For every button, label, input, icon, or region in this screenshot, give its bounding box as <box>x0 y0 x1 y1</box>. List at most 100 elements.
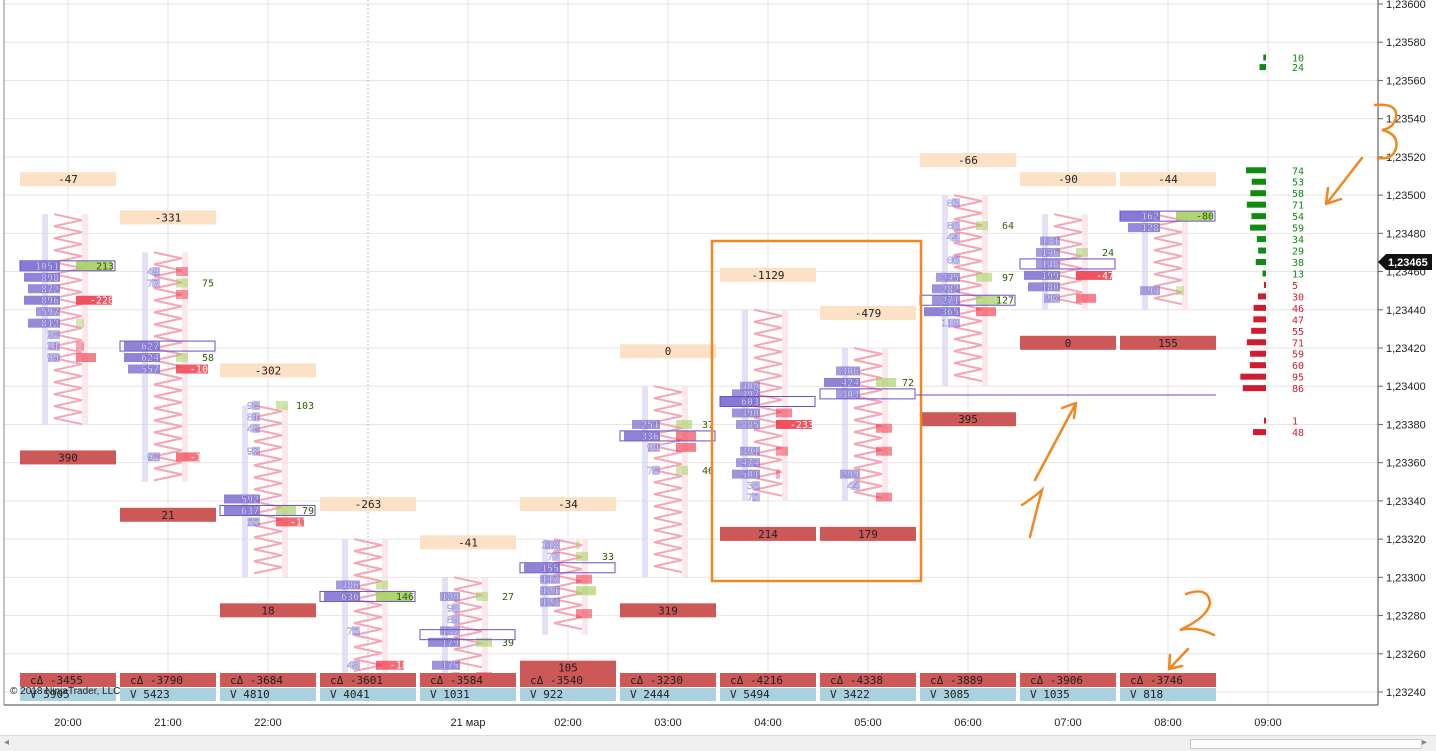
bid-volume-bar <box>36 307 60 317</box>
bid-value: 306 <box>841 366 859 377</box>
zigzag-trace <box>253 404 283 575</box>
ask-volume-bar <box>876 423 892 433</box>
bid-value: 271 <box>941 296 959 307</box>
scroll-right-icon[interactable]: ▸ <box>1422 737 1428 748</box>
bid-value: 180 <box>1041 282 1059 293</box>
bid-value: 603 <box>741 397 759 408</box>
ask-value: -233 <box>790 420 814 431</box>
bid-value: 872 <box>41 284 59 295</box>
profile-value: 46 <box>1292 304 1304 315</box>
bid-value: 303 <box>841 389 859 400</box>
time-tick-label: 09:00 <box>1254 717 1282 729</box>
volume-label: V 1031 <box>430 688 470 701</box>
top-delta-box <box>520 497 616 512</box>
profile-value: 1 <box>1292 417 1298 428</box>
bid-volume-bar <box>1044 293 1060 303</box>
bid-value: 898 <box>41 273 59 284</box>
scroll-left-icon[interactable]: ◂ <box>4 737 10 748</box>
bid-value: 42 <box>247 424 259 435</box>
zigzag-trace <box>653 385 683 574</box>
profile-value: 74 <box>1292 166 1304 177</box>
bid-value: 77 <box>547 552 559 563</box>
top-delta-box <box>620 344 716 359</box>
bid-volume-bar <box>1036 259 1060 269</box>
profile-bar <box>1258 247 1266 254</box>
profile-value: 54 <box>1292 212 1304 223</box>
price-tick-label: 1,23440 <box>1386 305 1426 317</box>
highlight-box <box>710 239 923 583</box>
profile-value: 59 <box>1292 350 1304 361</box>
time-tick-label: 21 мар <box>450 717 485 729</box>
ask-volume-bar <box>76 353 96 363</box>
profile-bar <box>1263 54 1266 61</box>
profile-bar <box>1242 385 1266 392</box>
bid-volume-bar <box>452 614 460 624</box>
ask-volume-bar <box>376 660 404 670</box>
bid-value: 97 <box>147 452 159 463</box>
profile-value: 13 <box>1292 269 1304 280</box>
bid-volume-bar <box>952 198 960 208</box>
bid-value: 123 <box>541 598 559 609</box>
bid-value: 77 <box>147 279 159 290</box>
cum-delta-box <box>420 673 516 687</box>
ask-volume-bar <box>576 540 580 550</box>
volume-box <box>520 688 616 701</box>
horizontal-scrollbar[interactable]: ◂ ▸ <box>0 735 1436 751</box>
ask-shadow <box>682 386 688 578</box>
top-delta-box <box>720 267 816 282</box>
bid-volume-bar <box>152 278 160 288</box>
ask-volume-bar <box>376 591 412 601</box>
bottom-delta-label: 0 <box>1065 337 1072 350</box>
bid-value: 146 <box>1041 248 1059 259</box>
zigzag-trace <box>53 213 83 426</box>
bid-volume-bar <box>24 272 60 282</box>
top-delta-label: -263 <box>355 498 382 511</box>
ask-volume-bar <box>1076 293 1096 303</box>
volume-label: V 5905 <box>30 688 70 701</box>
time-tick-label: 07:00 <box>1054 717 1082 729</box>
cum-delta-box <box>1020 673 1116 687</box>
bottom-delta-label: 390 <box>58 451 78 464</box>
bottom-delta-label: 395 <box>958 413 978 426</box>
ask-shadow <box>282 405 288 578</box>
bid-value: 44 <box>947 233 959 244</box>
bid-value: 424 <box>841 378 859 389</box>
bid-volume-bar <box>752 481 760 491</box>
bid-value: 117 <box>541 575 559 586</box>
ask-volume-bar <box>576 586 596 596</box>
ask-shadow <box>382 539 388 673</box>
ask-value: 39 <box>502 638 514 649</box>
bid-volume-bar <box>24 295 60 305</box>
price-tick-label: 1,23360 <box>1386 458 1426 470</box>
bid-value: 402 <box>741 382 759 393</box>
volume-box <box>720 688 816 701</box>
top-delta-box <box>1020 172 1116 187</box>
bid-value: 251 <box>641 420 659 431</box>
scroll-thumb[interactable] <box>1190 739 1422 749</box>
bid-volume-bar <box>632 419 660 429</box>
zigzag-trace <box>453 576 483 669</box>
bid-value: 391 <box>741 447 759 458</box>
bottom-delta-box <box>520 660 616 675</box>
bottom-delta-label: 179 <box>858 528 878 541</box>
bid-value: 128 <box>1141 223 1159 234</box>
price-tick-label: 1,23240 <box>1386 687 1426 699</box>
ask-value: 103 <box>296 401 314 412</box>
volume-label: V 3422 <box>830 688 870 701</box>
bottom-delta-label: 18 <box>261 604 274 617</box>
price-axis: 1,236001,235801,235601,235401,235201,235… <box>1378 0 1432 699</box>
volume-box <box>120 688 216 701</box>
volume-label: V 1035 <box>1030 688 1070 701</box>
cum-delta-box <box>320 673 416 687</box>
ask-volume-bar <box>76 261 112 271</box>
ask-value: -35 <box>596 609 614 620</box>
bid-value: 365 <box>941 307 959 318</box>
bid-volume-bar <box>740 381 760 391</box>
bid-volume-bar <box>248 517 260 527</box>
bid-volume-bar <box>1040 236 1060 246</box>
